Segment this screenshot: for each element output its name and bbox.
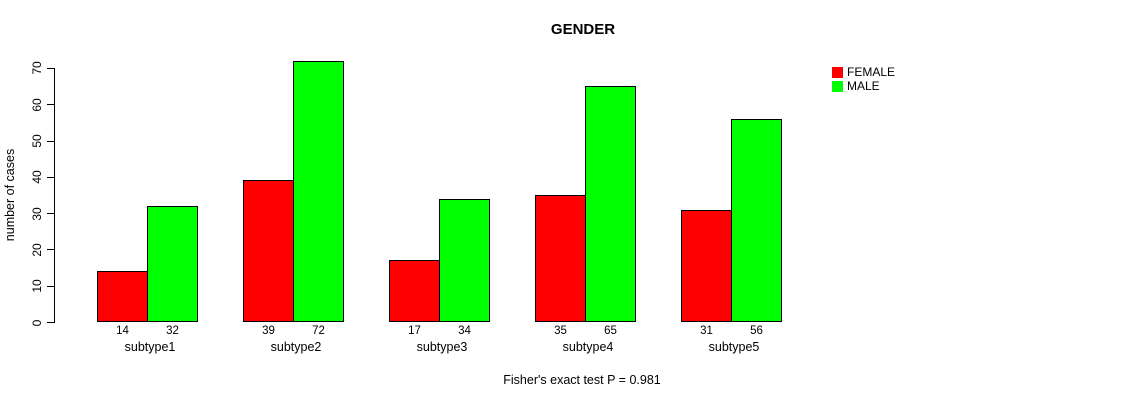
value-label-male-subtype1: 32 (166, 325, 179, 337)
y-tick-label: 60 (30, 98, 44, 112)
value-label-male-subtype5: 56 (750, 325, 763, 337)
x-tick-label-subtype5: subtype5 (708, 340, 760, 354)
bar-male-subtype2 (293, 61, 344, 322)
bar-male-subtype3 (439, 199, 490, 322)
value-label-female-subtype5: 31 (700, 325, 713, 337)
bar-female-subtype5 (681, 210, 732, 322)
y-tick (47, 285, 55, 287)
y-tick (47, 67, 55, 69)
y-tick-label: 0 (30, 319, 44, 326)
y-axis-title: number of cases (3, 148, 17, 242)
y-tick (47, 249, 55, 251)
x-tick-label-subtype3: subtype3 (416, 340, 468, 354)
chart-title: GENDER (550, 21, 616, 38)
y-tick-label: 10 (30, 279, 44, 293)
stat-test-caption: Fisher's exact test P = 0.981 (503, 373, 661, 387)
y-tick (47, 104, 55, 106)
value-label-female-subtype1: 14 (116, 325, 129, 337)
bar-male-subtype4 (585, 86, 636, 322)
x-tick-label-subtype2: subtype2 (270, 340, 322, 354)
female-swatch-icon (832, 67, 843, 78)
value-label-male-subtype4: 65 (604, 325, 617, 337)
bar-female-subtype1 (97, 271, 148, 322)
y-tick (47, 322, 55, 323)
value-label-female-subtype3: 17 (408, 325, 421, 337)
bar-male-subtype1 (147, 206, 198, 322)
legend-label-female: FEMALE (847, 65, 896, 79)
y-tick-label: 30 (30, 206, 44, 221)
legend-item-male: MALE (832, 80, 895, 93)
y-tick-label: 50 (30, 134, 44, 148)
y-tick-label: 70 (30, 61, 44, 76)
x-tick-label-subtype4: subtype4 (562, 340, 614, 354)
male-swatch-icon (832, 81, 843, 92)
y-tick (47, 213, 55, 215)
y-tick-label: 20 (30, 243, 44, 257)
value-label-female-subtype4: 35 (554, 325, 567, 337)
bar-male-subtype5 (731, 119, 782, 322)
value-label-male-subtype3: 34 (458, 325, 471, 337)
bar-female-subtype2 (243, 180, 294, 322)
x-tick-label-subtype1: subtype1 (124, 340, 176, 354)
bar-female-subtype4 (535, 195, 586, 322)
y-tick (47, 176, 55, 178)
legend-label-male: MALE (847, 79, 880, 93)
y-axis-line (54, 67, 55, 323)
y-tick (47, 140, 55, 142)
legend: FEMALE MALE (832, 66, 895, 94)
value-label-male-subtype2: 72 (312, 325, 325, 337)
y-tick-label: 40 (30, 170, 44, 185)
value-label-female-subtype2: 39 (262, 325, 275, 337)
legend-item-female: FEMALE (832, 66, 895, 79)
bar-female-subtype3 (389, 260, 440, 322)
